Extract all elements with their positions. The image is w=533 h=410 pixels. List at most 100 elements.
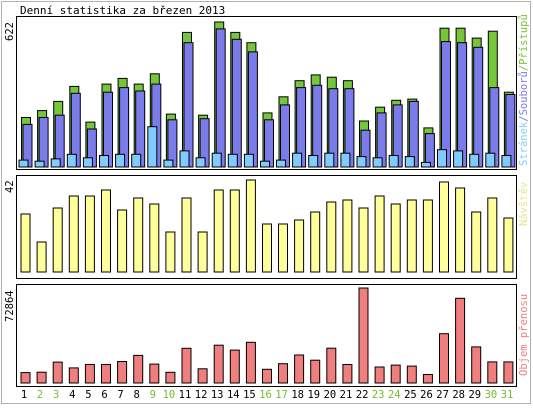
bar-objem-4 xyxy=(68,367,79,384)
bar-objem-7 xyxy=(117,361,128,384)
bar-stranek-15 xyxy=(243,153,254,168)
x-label-30: 30 xyxy=(485,389,498,401)
bar-objem-11 xyxy=(181,347,192,384)
legend-souboru: Souborů xyxy=(518,71,530,115)
x-label-1: 1 xyxy=(21,389,27,401)
bar-navstev-19 xyxy=(310,211,321,273)
bar-objem-3 xyxy=(52,361,63,384)
bar-objem-12 xyxy=(197,368,208,384)
bar-stranek-17 xyxy=(276,159,286,168)
bar-objem-5 xyxy=(84,364,95,384)
bar-souboru-29 xyxy=(473,46,484,168)
visits-legend: Návštěv xyxy=(518,182,530,226)
bar-objem-29 xyxy=(471,346,482,384)
x-label-22: 22 xyxy=(356,389,369,401)
bar-stranek-7 xyxy=(115,153,126,168)
x-label-14: 14 xyxy=(227,389,240,401)
bar-objem-28 xyxy=(455,297,466,384)
chart-title: Denní statistika za březen 2013 xyxy=(20,4,225,17)
bar-souboru-27 xyxy=(441,41,451,168)
bar-stranek-14 xyxy=(227,153,238,168)
bar-stranek-25 xyxy=(404,156,415,168)
bar-navstev-16 xyxy=(262,223,272,273)
bar-navstev-3 xyxy=(52,207,63,273)
x-label-31: 31 xyxy=(501,389,514,401)
bar-stranek-29 xyxy=(469,153,480,168)
x-axis-labels: 1 2 3 4 5 6 7 8 9 10 11 12 13 14 15 16 17 18 19 20 21 22 23 24 2… xyxy=(21,389,513,401)
bar-stranek-28 xyxy=(453,150,464,168)
bar-stranek-5 xyxy=(82,157,93,168)
x-label-16: 16 xyxy=(259,389,272,401)
bar-objem-30 xyxy=(487,361,498,384)
x-label-12: 12 xyxy=(195,389,208,401)
bar-navstev-27 xyxy=(439,181,449,273)
bar-stranek-30 xyxy=(485,152,496,168)
bar-stranek-2 xyxy=(34,160,45,168)
bar-souboru-16 xyxy=(264,119,274,168)
x-label-19: 19 xyxy=(307,389,320,401)
x-label-5: 5 xyxy=(85,389,91,401)
bar-objem-15 xyxy=(245,341,256,384)
bar-navstev-23 xyxy=(374,195,385,273)
bar-stranek-10 xyxy=(163,159,174,168)
visits-ymax-label: 42 xyxy=(4,180,16,193)
traffic-ymax-label: 622 xyxy=(4,22,16,41)
bar-stranek-21 xyxy=(340,152,351,168)
bar-stranek-1 xyxy=(18,159,29,168)
volume-ymax-label: 72864 xyxy=(4,290,16,322)
bar-objem-9 xyxy=(149,363,160,384)
bar-souboru-28 xyxy=(457,42,468,168)
bar-navstev-26 xyxy=(422,199,433,273)
legend-stranek: Stránek xyxy=(518,121,530,166)
bar-navstev-20 xyxy=(326,201,337,273)
traffic-bars xyxy=(18,21,516,168)
bar-souboru-15 xyxy=(247,51,258,168)
legend-separator-1: / xyxy=(518,115,530,121)
bar-navstev-9 xyxy=(149,203,160,273)
bar-navstev-2 xyxy=(36,241,47,273)
bar-navstev-5 xyxy=(84,195,95,273)
bar-navstev-17 xyxy=(278,223,288,273)
bar-navstev-10 xyxy=(165,231,176,273)
bar-objem-18 xyxy=(294,354,305,384)
x-label-17: 17 xyxy=(275,389,288,401)
bar-objem-27 xyxy=(439,333,449,384)
bar-navstev-25 xyxy=(406,199,417,273)
x-label-6: 6 xyxy=(101,389,107,401)
x-label-15: 15 xyxy=(243,389,256,401)
bar-stranek-6 xyxy=(99,155,109,168)
bar-objem-2 xyxy=(36,371,47,384)
bar-souboru-14 xyxy=(231,38,242,168)
x-label-10: 10 xyxy=(163,389,176,401)
bar-stranek-9 xyxy=(147,126,158,168)
bar-objem-24 xyxy=(390,364,401,384)
legend-separator-2: / xyxy=(518,65,530,71)
bar-objem-21 xyxy=(342,364,353,384)
bar-objem-16 xyxy=(262,368,272,384)
x-label-20: 20 xyxy=(324,389,337,401)
bar-objem-31 xyxy=(503,361,514,384)
x-label-18: 18 xyxy=(291,389,304,401)
x-label-4: 4 xyxy=(69,389,75,401)
traffic-legend: Stránek/Souborů/Přístupů xyxy=(518,14,530,166)
bar-objem-22 xyxy=(358,287,369,384)
x-label-26: 26 xyxy=(420,389,433,401)
bar-stranek-13 xyxy=(211,152,222,168)
bar-navstev-24 xyxy=(390,203,401,273)
x-label-13: 13 xyxy=(211,389,224,401)
visits-bars xyxy=(20,179,514,273)
bar-stranek-11 xyxy=(179,150,190,168)
bar-stranek-20 xyxy=(324,152,335,168)
x-label-25: 25 xyxy=(404,389,417,401)
bar-stranek-24 xyxy=(388,155,399,168)
x-label-24: 24 xyxy=(388,389,401,401)
x-label-9: 9 xyxy=(150,389,156,401)
bar-navstev-28 xyxy=(455,187,466,273)
x-label-2: 2 xyxy=(37,389,43,401)
bar-stranek-3 xyxy=(50,158,61,168)
bar-souboru-19 xyxy=(312,84,323,168)
bar-stranek-26 xyxy=(420,161,431,168)
bar-objem-8 xyxy=(133,354,144,384)
